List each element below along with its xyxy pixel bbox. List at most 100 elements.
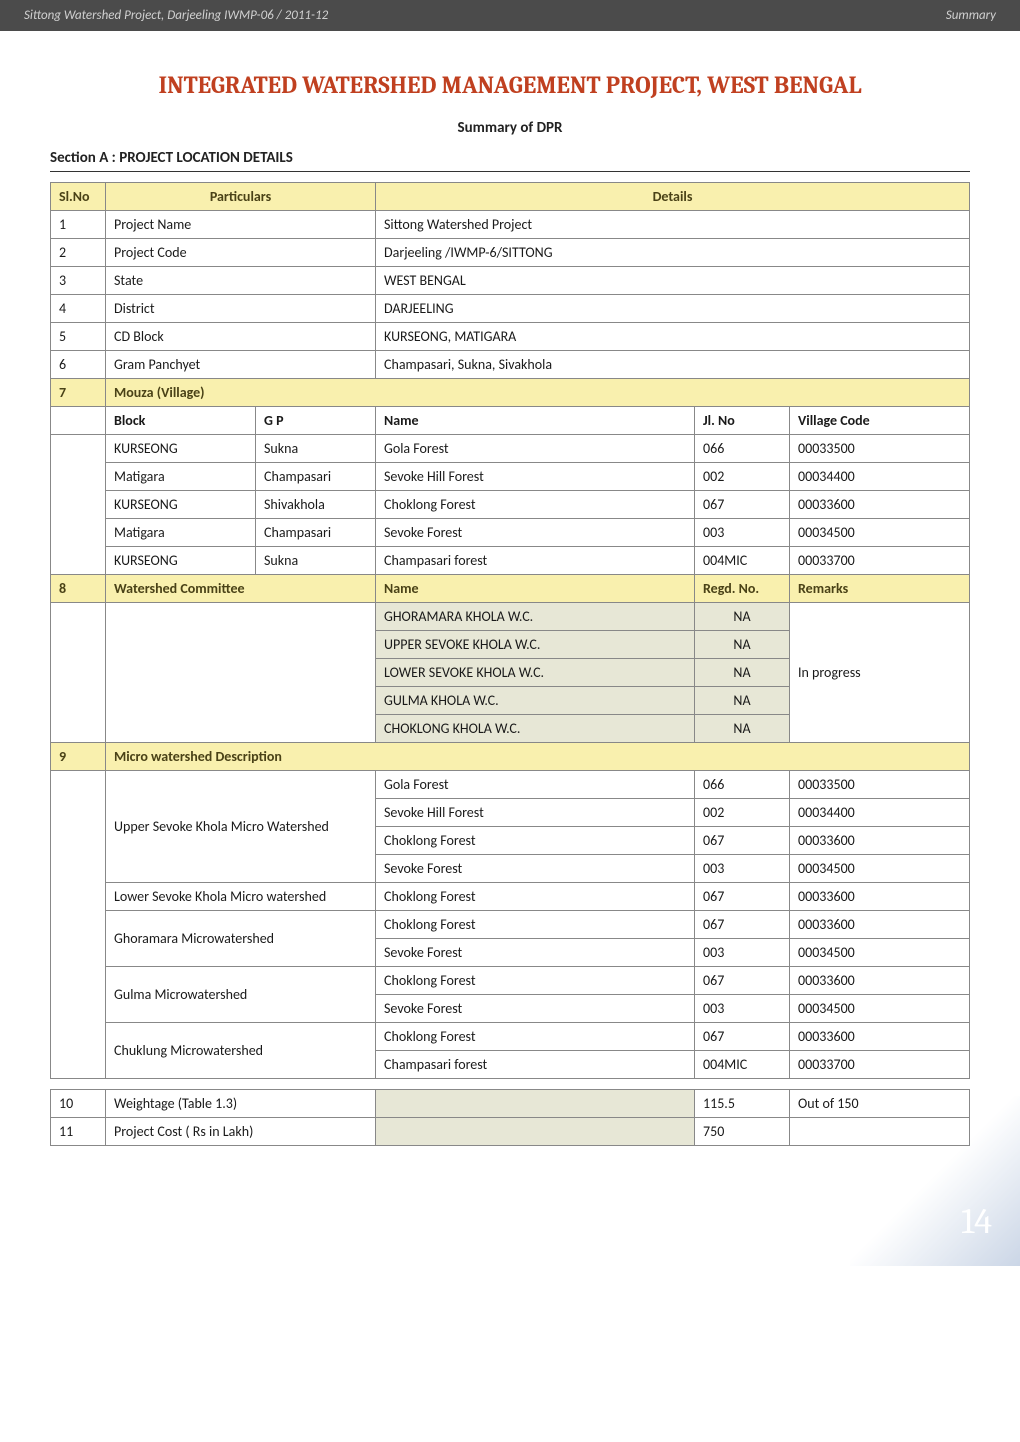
row-8-0: GHORAMARA KHOLA W.C. NA In progress (51, 603, 970, 631)
c-name: Champasari forest (376, 1051, 695, 1079)
main-table: Sl.No Particulars Details 1 Project Name… (50, 182, 970, 1079)
c-jlno: 067 (695, 827, 790, 855)
c-name: CHOKLONG KHOLA W.C. (376, 715, 695, 743)
c-name: GULMA KHOLA W.C. (376, 687, 695, 715)
row-1: 1 Project Name Sittong Watershed Project (51, 211, 970, 239)
c-gp: Sukna (256, 547, 376, 575)
c-jlno: 066 (695, 771, 790, 799)
cell-p: Gram Panchyet (106, 351, 376, 379)
doc-title: INTEGRATED WATERSHED MANAGEMENT PROJECT,… (50, 71, 970, 99)
row7-gp: G P (256, 407, 376, 435)
c-p: Project Cost ( Rs in Lakh) (106, 1118, 376, 1146)
c-vcode: 00033600 (790, 491, 970, 519)
row-4: 4 District DARJEELING (51, 295, 970, 323)
row7-name: Name (376, 407, 695, 435)
cell-n: 3 (51, 267, 106, 295)
row7-n: 7 (51, 379, 106, 407)
c-reg: NA (695, 659, 790, 687)
c-reg: NA (695, 631, 790, 659)
c-block: KURSEONG (106, 491, 256, 519)
header-right: Summary (946, 8, 996, 23)
c-jlno: 067 (695, 491, 790, 519)
head-slno: Sl.No (51, 183, 106, 211)
row9-label: Micro watershed Description (106, 743, 970, 771)
c-v: 115.5 (695, 1090, 790, 1118)
c-name: Choklong Forest (376, 967, 695, 995)
c-jlno: 067 (695, 911, 790, 939)
c-name: Choklong Forest (376, 827, 695, 855)
row-9-g4-0: Chuklung Microwatershed Choklong Forest … (51, 1023, 970, 1051)
c-vcode: 00034500 (790, 995, 970, 1023)
row-7-1: Matigara Champasari Sevoke Hill Forest 0… (51, 463, 970, 491)
page-number: 14 (961, 1201, 992, 1242)
section-divider (50, 171, 970, 172)
c-vcode: 00033500 (790, 435, 970, 463)
c-reg: NA (695, 715, 790, 743)
c-block: Matigara (106, 519, 256, 547)
row-7-3: Matigara Champasari Sevoke Forest 003 00… (51, 519, 970, 547)
c-n: 10 (51, 1090, 106, 1118)
cell-p: CD Block (106, 323, 376, 351)
c-jlno: 067 (695, 1023, 790, 1051)
cell-d: Sittong Watershed Project (376, 211, 970, 239)
c-vcode: 00033600 (790, 883, 970, 911)
c-jlno: 002 (695, 463, 790, 491)
c-name: Choklong Forest (376, 1023, 695, 1051)
row8-label: Watershed Committee (106, 575, 376, 603)
cell-n: 5 (51, 323, 106, 351)
cell-n: 4 (51, 295, 106, 323)
row7-jlno: Jl. No (695, 407, 790, 435)
c-gp: Shivakhola (256, 491, 376, 519)
c-name: Sevoke Forest (376, 519, 695, 547)
doc-subtitle: Summary of DPR (50, 119, 970, 137)
c-name: UPPER SEVOKE KHOLA W.C. (376, 631, 695, 659)
cell-n: 1 (51, 211, 106, 239)
c-jlno: 066 (695, 435, 790, 463)
row-7-subhead: Block G P Name Jl. No Village Code (51, 407, 970, 435)
row7-label: Mouza (Village) (106, 379, 970, 407)
c-name: Choklong Forest (376, 883, 695, 911)
c-jlno: 003 (695, 855, 790, 883)
c-vcode: 00033600 (790, 827, 970, 855)
c-vcode: 00033700 (790, 547, 970, 575)
cell-p: State (106, 267, 376, 295)
c-n: 11 (51, 1118, 106, 1146)
head-particulars: Particulars (106, 183, 376, 211)
row-8-head: 8 Watershed Committee Name Regd. No. Rem… (51, 575, 970, 603)
c-name: Champasari forest (376, 547, 695, 575)
g3-label: Gulma Microwatershed (106, 967, 376, 1023)
head-details: Details (376, 183, 970, 211)
c-name: Sevoke Hill Forest (376, 799, 695, 827)
row-10: 10 Weightage (Table 1.3) 115.5 Out of 15… (51, 1090, 970, 1118)
c-name: Gola Forest (376, 435, 695, 463)
row-9-g3-0: Gulma Microwatershed Choklong Forest 067… (51, 967, 970, 995)
c-name: Sevoke Forest (376, 995, 695, 1023)
row8-remarks: In progress (790, 603, 970, 743)
c-vcode: 00034500 (790, 939, 970, 967)
row-7-head: 7 Mouza (Village) (51, 379, 970, 407)
c-vcode: 00033600 (790, 911, 970, 939)
c-name: Choklong Forest (376, 491, 695, 519)
c-jlno: 067 (695, 883, 790, 911)
c-name: Gola Forest (376, 771, 695, 799)
cell-n: 6 (51, 351, 106, 379)
row8-reg-hdr: Regd. No. (695, 575, 790, 603)
cell-d: DARJEELING (376, 295, 970, 323)
row9-n: 9 (51, 743, 106, 771)
c-name: LOWER SEVOKE KHOLA W.C. (376, 659, 695, 687)
c-vcode: 00033700 (790, 1051, 970, 1079)
header-left: Sittong Watershed Project, Darjeeling IW… (24, 8, 328, 23)
c-vcode: 00033500 (790, 771, 970, 799)
row8-rem-hdr: Remarks (790, 575, 970, 603)
row-2: 2 Project Code Darjeeling /IWMP-6/SITTON… (51, 239, 970, 267)
cell-d: Champasari, Sukna, Sivakhola (376, 351, 970, 379)
c-vcode: 00033600 (790, 967, 970, 995)
cell-p: Project Code (106, 239, 376, 267)
row7-block: Block (106, 407, 256, 435)
row-9-g2-0: Ghoramara Microwatershed Choklong Forest… (51, 911, 970, 939)
c-jlno: 004MIC (695, 1051, 790, 1079)
c-jlno: 003 (695, 519, 790, 547)
c-vcode: 00034400 (790, 799, 970, 827)
c-block: Matigara (106, 463, 256, 491)
c-reg: NA (695, 603, 790, 631)
